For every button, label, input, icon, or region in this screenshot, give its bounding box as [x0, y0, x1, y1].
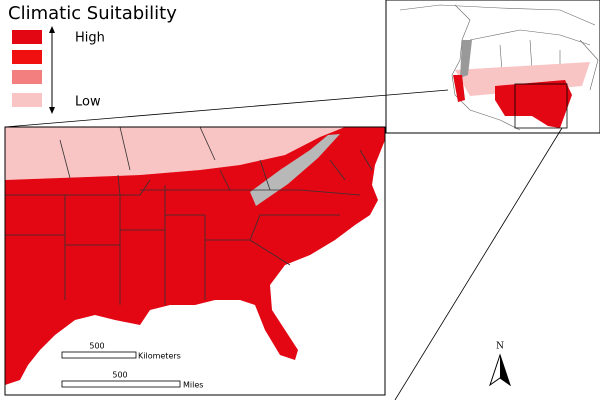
main-map-frame — [4, 126, 386, 396]
scale-unit: Kilometers — [138, 352, 181, 361]
legend-title: Climatic Suitability — [8, 3, 177, 24]
scale-unit: Miles — [183, 381, 203, 390]
scale-bar — [61, 351, 137, 359]
legend-swatches — [12, 30, 42, 107]
legend-swatch — [12, 93, 42, 107]
main-map — [5, 127, 385, 385]
connector-line — [394, 127, 563, 400]
inset-extent-box — [514, 83, 568, 129]
legend-swatch — [12, 70, 42, 84]
inset-gray — [460, 40, 472, 78]
legend-low: Low — [75, 95, 101, 110]
scale-bar — [61, 380, 181, 388]
legend-swatch — [12, 50, 42, 64]
suitability-high — [5, 127, 385, 385]
north-arrow-half — [500, 355, 510, 385]
inset-west-coast — [453, 75, 465, 102]
inset-frame — [385, 0, 600, 134]
suitability-low — [5, 127, 345, 180]
appalachian-gray — [250, 134, 340, 206]
inset-high — [495, 80, 572, 128]
inset-map — [399, 4, 599, 131]
legend-arrowhead — [49, 26, 55, 33]
connector-line — [4, 89, 449, 128]
scale-value: 500 — [112, 371, 127, 380]
north-label: N — [496, 342, 504, 352]
legend-arrowhead — [49, 107, 55, 114]
legend-swatch — [12, 30, 42, 44]
state-borders — [5, 127, 373, 305]
legend-high: High — [75, 31, 105, 46]
scale-value: 500 — [89, 342, 104, 351]
